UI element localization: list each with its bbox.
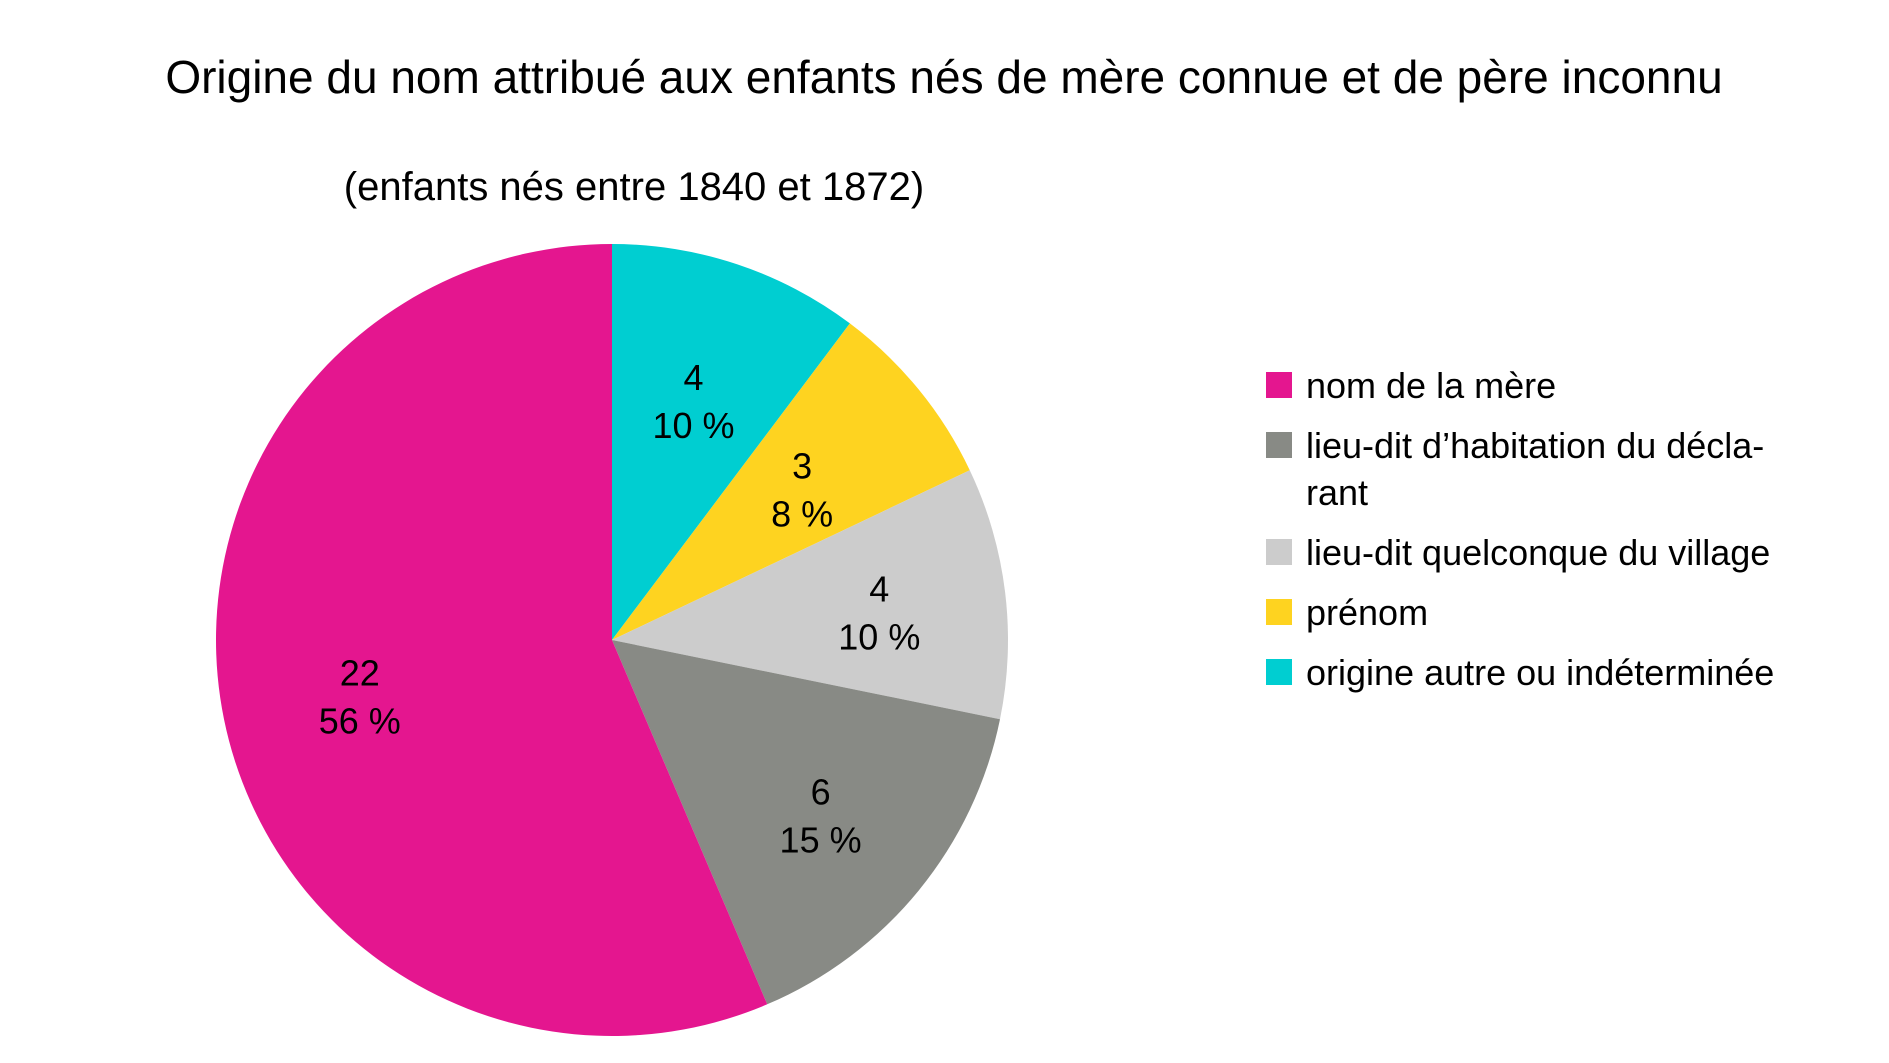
slice-labels: 4 10 % 3 8 % 4 10 % 6 15 % 22 56 % [319,357,921,860]
slice-lieu-dit-d-habitation-du-decla-rant [612,640,1000,1005]
legend-label: nom de la mère [1306,365,1556,406]
legend-label: origine autre ou indéterminée [1306,652,1774,693]
legend: nom de la mère lieu-dit d’habitation du d… [1266,365,1774,693]
chart-subtitle: (enfants nés entre 1840 et 1872) [344,165,924,209]
legend-item-lieu-dit-quelconque-du-village: lieu-dit quelconque du village [1266,532,1770,573]
legend-item-origine-autre-ou-indeterminee: origine autre ou indéterminée [1266,652,1774,693]
slice-value-label: 4 [869,569,889,610]
legend-swatch [1266,372,1292,398]
slice-nom-de-la-mere [216,244,768,1036]
legend-label: lieu-dit d’habitation du décla- [1306,425,1764,466]
legend-swatch [1266,659,1292,685]
slice-percent-label: 10 % [652,405,734,446]
slice-percent-label: 56 % [319,700,401,741]
legend-item-lieu-dit-d-habitation-du-decla-rant: lieu-dit d’habitation du décla-rant [1266,425,1764,513]
chart-title: Origine du nom attribué aux enfants nés … [165,51,1722,103]
slice-percent-label: 15 % [780,819,862,860]
legend-label: rant [1306,472,1368,513]
slice-value-label: 4 [683,357,703,398]
slice-lieu-dit-quelconque-du-village [612,470,1008,720]
slice-prenom [612,323,970,640]
legend-label: lieu-dit quelconque du village [1306,532,1770,573]
legend-swatch [1266,539,1292,565]
slice-percent-label: 8 % [771,494,833,535]
slice-value-label: 6 [811,771,831,812]
legend-label: prénom [1306,592,1428,633]
legend-item-prenom: prénom [1266,592,1428,633]
pie-slices [216,244,1008,1036]
legend-swatch [1266,432,1292,458]
legend-item-nom-de-la-mere: nom de la mère [1266,365,1556,406]
slice-value-label: 22 [340,652,380,693]
slice-origine-autre-ou-indeterminee [612,244,850,640]
legend-swatch [1266,599,1292,625]
slice-percent-label: 10 % [838,617,920,658]
slice-value-label: 3 [792,446,812,487]
